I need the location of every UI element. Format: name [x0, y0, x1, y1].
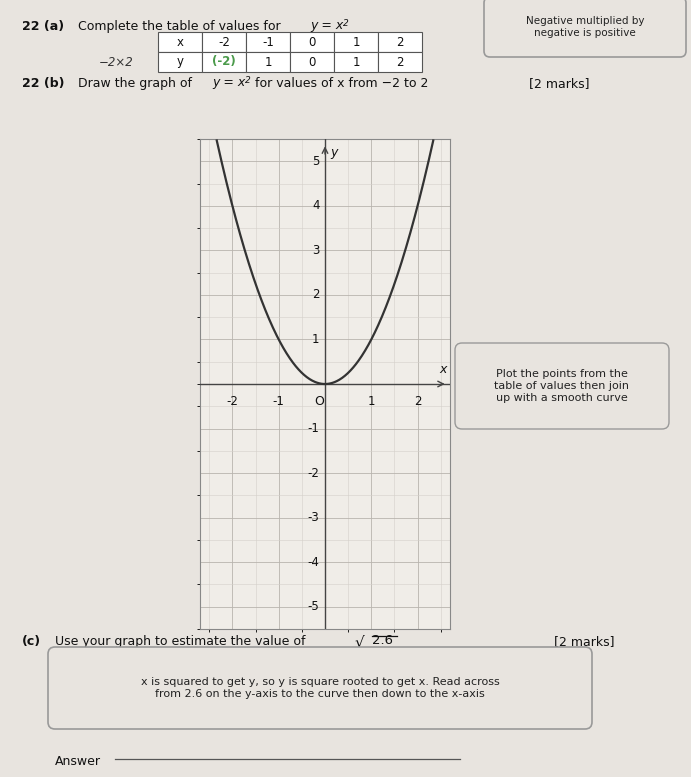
Text: 1: 1 [352, 36, 360, 48]
Text: y: y [176, 55, 184, 68]
Text: 3: 3 [312, 244, 319, 257]
Text: Use your graph to estimate the value of: Use your graph to estimate the value of [55, 635, 305, 648]
Bar [290, 32, 334, 52]
FancyBboxPatch shape [48, 647, 592, 729]
Text: 2: 2 [312, 288, 319, 301]
Text: y: y [330, 145, 338, 159]
Text: Negative multiplied by
negative is positive: Negative multiplied by negative is posit… [526, 16, 644, 38]
Text: -1: -1 [307, 422, 319, 435]
Text: x is squared to get y, so y is square rooted to get x. Read across
from 2.6 on t: x is squared to get y, so y is square ro… [141, 678, 500, 699]
Bar [246, 52, 290, 72]
Text: 5: 5 [312, 155, 319, 168]
Bar [202, 52, 246, 72]
Text: 4: 4 [312, 200, 319, 212]
Text: -2: -2 [218, 36, 230, 48]
Text: 1: 1 [312, 333, 319, 346]
Bar [158, 32, 202, 52]
Bar [378, 52, 422, 72]
FancyBboxPatch shape [455, 343, 669, 429]
Bar [334, 32, 378, 52]
Bar [378, 32, 422, 52]
Text: [2 marks]: [2 marks] [529, 77, 590, 90]
Text: 22 (a): 22 (a) [22, 20, 64, 33]
Text: 2.6: 2.6 [372, 634, 393, 647]
Text: 1: 1 [352, 55, 360, 68]
Text: -1: -1 [262, 36, 274, 48]
Text: 2: 2 [396, 55, 404, 68]
Text: Draw the graph of: Draw the graph of [78, 77, 192, 90]
Text: 0: 0 [308, 36, 316, 48]
FancyBboxPatch shape [484, 0, 686, 57]
Text: [2 marks]: [2 marks] [554, 635, 615, 648]
Text: 2: 2 [245, 76, 251, 85]
Text: (-2): (-2) [212, 55, 236, 68]
Text: 22 (b): 22 (b) [22, 77, 64, 90]
Text: 2: 2 [396, 36, 404, 48]
Bar [202, 32, 246, 52]
Text: -3: -3 [307, 511, 319, 524]
Text: Answer: Answer [55, 755, 101, 768]
Bar [246, 32, 290, 52]
Text: −2×2: −2×2 [99, 55, 133, 68]
Text: for values of x from −2 to 2: for values of x from −2 to 2 [255, 77, 428, 90]
Text: 2: 2 [414, 395, 422, 408]
Text: y = x: y = x [310, 19, 343, 32]
Text: x: x [439, 363, 446, 376]
Text: -5: -5 [307, 600, 319, 613]
Text: y = x: y = x [212, 76, 245, 89]
Text: 2: 2 [343, 19, 349, 28]
Bar [158, 52, 202, 72]
Text: -4: -4 [307, 556, 319, 569]
Text: √: √ [355, 634, 365, 649]
Text: 1: 1 [368, 395, 375, 408]
Bar [334, 52, 378, 72]
Text: -1: -1 [273, 395, 285, 408]
Text: Complete the table of values for: Complete the table of values for [78, 20, 281, 33]
Text: -2: -2 [227, 395, 238, 408]
Text: 0: 0 [308, 55, 316, 68]
Text: 1: 1 [264, 55, 272, 68]
Text: (c): (c) [22, 635, 41, 648]
Text: -2: -2 [307, 467, 319, 479]
Text: x: x [176, 36, 184, 48]
Bar [290, 52, 334, 72]
Text: O: O [314, 395, 324, 408]
Text: Plot the points from the
table of values then join
up with a smooth curve: Plot the points from the table of values… [495, 369, 630, 402]
